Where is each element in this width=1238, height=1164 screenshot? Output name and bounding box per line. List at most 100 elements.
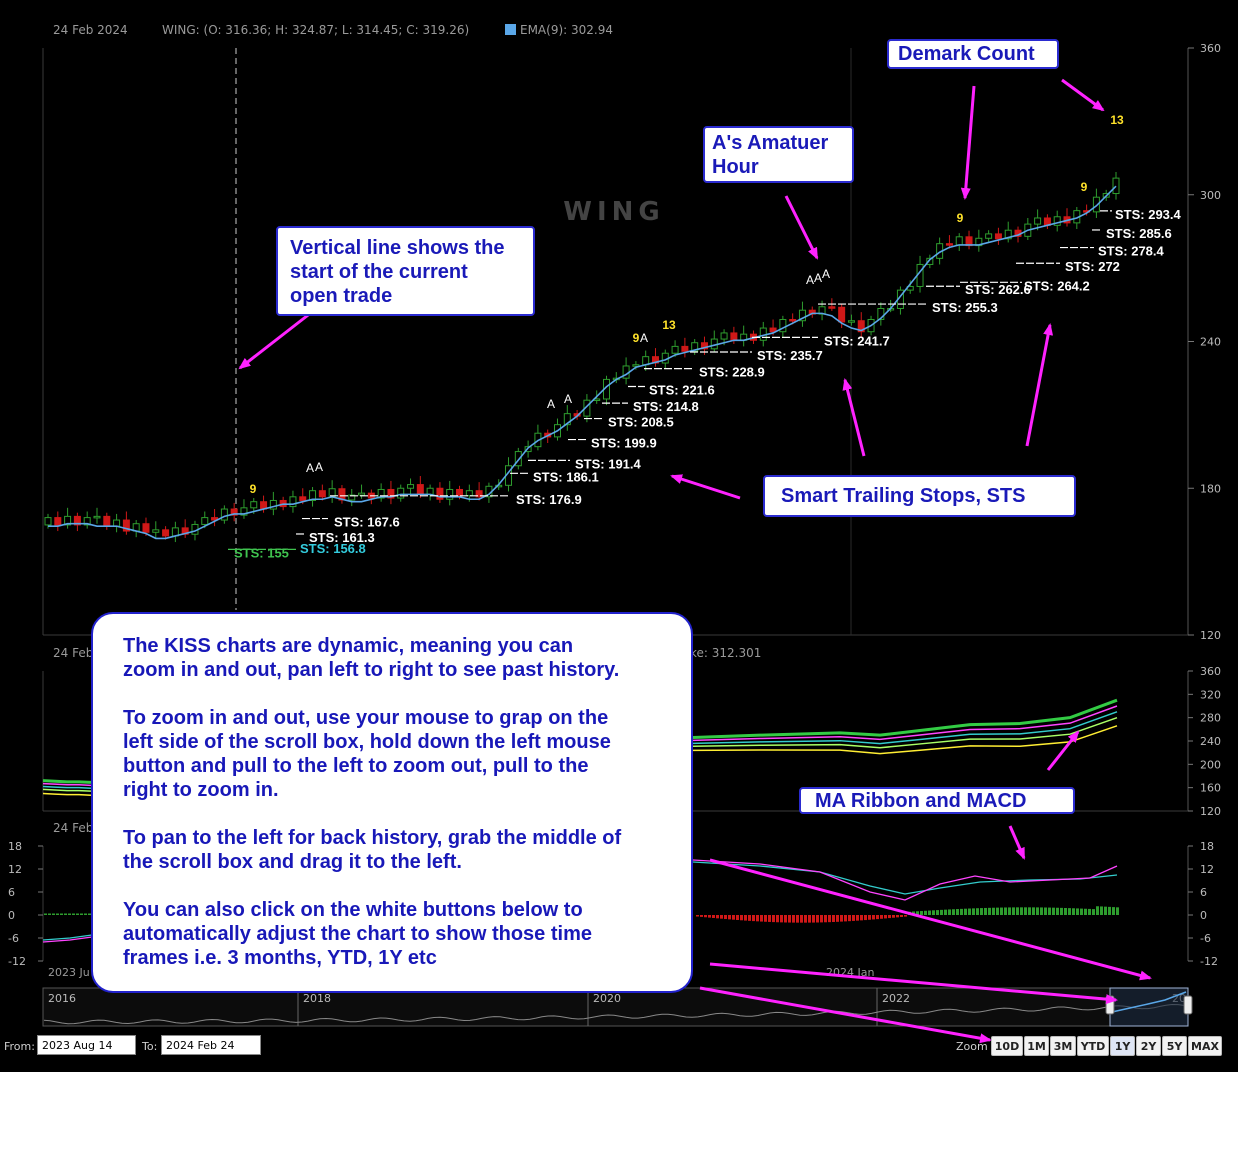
macd-histogram-bar [704, 915, 707, 918]
macd-histogram-bar [56, 913, 59, 915]
pane2-date: 24 Feb [53, 646, 94, 660]
to-date-input[interactable]: 2024 Feb 24 [161, 1035, 261, 1055]
candle-body [416, 484, 424, 495]
candle-body [73, 515, 81, 526]
arrow-scroll-2 [709, 962, 1118, 1005]
macd-histogram-bar [780, 915, 783, 923]
macd-y-tick-label-right: 6 [1200, 886, 1207, 899]
sts-label: STS: 191.4 [575, 456, 642, 471]
amateur-hour-label: A [564, 392, 572, 406]
amateur-hour-label: A [806, 273, 814, 287]
header-ema-label: EMA(9): 302.94 [520, 23, 613, 37]
macd-histogram-bar [76, 913, 79, 915]
callout-demark: Demark Count [887, 39, 1059, 69]
zoom-button-1m[interactable]: 1M [1024, 1036, 1049, 1056]
arrow-ribbon-2 [1008, 825, 1026, 860]
macd-histogram-bar [712, 915, 715, 918]
macd-histogram-bar [808, 915, 811, 923]
macd-histogram-bar [852, 915, 855, 921]
ma-ribbon-pane: 120 160 200 240 280 320 360 [42, 665, 1221, 818]
macd-histogram-bar [796, 915, 799, 923]
sts-label: STS: 278.4 [1098, 244, 1165, 259]
sts-label: STS: 228.9 [699, 365, 765, 380]
sts-label: STS: 264.2 [1024, 278, 1090, 293]
macd-y-tick-label-left: 18 [8, 840, 22, 853]
candle-body [289, 496, 297, 508]
callout-amateur-line-1: A's Amatuer [712, 132, 829, 154]
callout-sts-text: Smart Trailing Stops, STS [781, 485, 1026, 507]
callout-sts: Smart Trailing Stops, STS [763, 475, 1076, 517]
instructions-paragraph-4: You can also click on the white buttons … [123, 899, 592, 969]
macd-histogram-bar [1084, 908, 1087, 915]
macd-histogram-bar [1000, 907, 1003, 915]
navigator-year-label: 2020 [593, 992, 621, 1005]
arrow-sts-1 [670, 474, 741, 500]
macd-histogram-bar [764, 915, 767, 922]
zoom-button-ytd[interactable]: YTD [1077, 1036, 1109, 1056]
callout-vertical-line: Vertical line shows the start of the cur… [276, 226, 535, 316]
demark-count-label: 13 [1110, 113, 1124, 127]
candle-body [1112, 177, 1120, 195]
candle-body [877, 307, 885, 320]
macd-histogram-bar [696, 915, 699, 917]
candle-body [720, 332, 728, 340]
sts-label: STS: 241.7 [824, 333, 890, 348]
watermark-symbol: WING [563, 197, 664, 227]
zoom-button-3m[interactable]: 3M [1050, 1036, 1076, 1056]
macd-y-tick-label-right: 0 [1200, 909, 1207, 922]
macd-histogram-bar [960, 908, 963, 915]
candle-body [358, 492, 366, 496]
sts-label: STS: 272 [1065, 259, 1120, 274]
macd-histogram-bar [1092, 909, 1095, 915]
macd-histogram-bar [772, 915, 775, 923]
macd-histogram-bar [992, 907, 995, 915]
from-label: From: [4, 1040, 35, 1053]
price-y-tick-label: 240 [1200, 336, 1221, 349]
zoom-button-1y[interactable]: 1Y [1110, 1036, 1135, 1056]
candle-body [985, 233, 993, 239]
ribbon-y-tick-label: 360 [1200, 665, 1221, 678]
zoom-button-10d[interactable]: 10D [991, 1036, 1023, 1056]
macd-histogram-bar [768, 915, 771, 922]
zoom-button-5y[interactable]: 5Y [1162, 1036, 1187, 1056]
macd-y-tick-label-right: 12 [1200, 863, 1214, 876]
macd-y-tick-label-right: -12 [1200, 955, 1218, 968]
macd-histogram-bar [756, 915, 759, 922]
zoom-button-max[interactable]: MAX [1188, 1036, 1222, 1056]
macd-histogram-bar [728, 915, 731, 920]
macd-histogram-bar [788, 915, 791, 923]
navigator-year-label: 2018 [303, 992, 331, 1005]
zoom-button-2y[interactable]: 2Y [1136, 1036, 1161, 1056]
candle-body [269, 499, 277, 510]
macd-histogram-bar [984, 907, 987, 915]
candle-body [122, 519, 130, 532]
macd-histogram-bar [1088, 908, 1091, 915]
candle-body [436, 487, 444, 500]
macd-histogram-bar [1060, 907, 1063, 915]
price-y-tick-label: 180 [1200, 482, 1221, 495]
macd-histogram-bar [1096, 906, 1099, 915]
macd-signal-line [692, 861, 1118, 895]
sts-label: STS: 167.6 [334, 515, 400, 530]
candle-body [318, 490, 326, 498]
candle-body [671, 345, 679, 354]
macd-histogram-bar [892, 915, 895, 918]
price-y-tick-label: 360 [1200, 42, 1221, 55]
macd-histogram-bar [84, 913, 87, 915]
macd-histogram-bar [956, 909, 959, 915]
macd-histogram-bar [976, 908, 979, 915]
ribbon-y-tick-label: 120 [1200, 805, 1221, 818]
macd-y-tick-label-left: -6 [8, 932, 19, 945]
pane2-value: ke: 312.301 [690, 646, 762, 660]
amateur-hour-label: A [315, 460, 323, 474]
macd-histogram-bar [884, 915, 887, 919]
price-y-tick-label: 120 [1200, 629, 1221, 642]
candle-body [348, 494, 356, 501]
candle-body [838, 306, 846, 323]
from-date-input[interactable]: 2023 Aug 14 [37, 1035, 136, 1055]
candle-body [847, 320, 855, 323]
sts-label: STS: 156.8 [300, 541, 366, 556]
candle-body [230, 508, 238, 516]
ribbon-ma-line-left [42, 779, 92, 784]
